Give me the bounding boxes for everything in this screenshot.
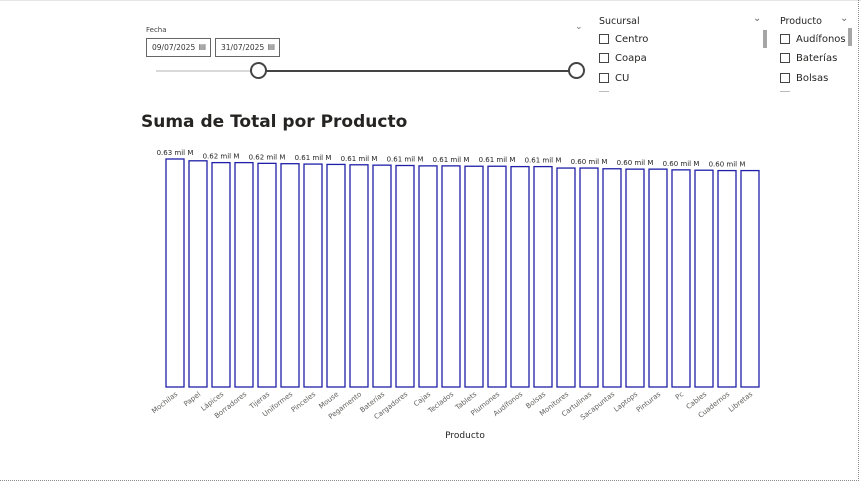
start-date-value: 09/07/2025: [152, 43, 196, 52]
x-axis-title: Producto: [445, 431, 485, 441]
producto-item-label: Baterías: [796, 52, 838, 64]
calendar-icon[interactable]: ▤: [198, 42, 206, 51]
data-label: 0.60 mil M: [663, 160, 700, 168]
bar-cajas[interactable]: [418, 165, 438, 388]
sucursal-item-coapa[interactable]: Coapa: [599, 51, 647, 65]
chart-title: Suma de Total por Producto: [141, 112, 408, 132]
producto-item-baterias[interactable]: Baterías: [780, 51, 837, 65]
end-date-input[interactable]: 31/07/2025 ▤: [215, 38, 280, 57]
producto-item-audifonos[interactable]: Audífonos: [780, 32, 846, 46]
data-label: 0.62 mil M: [203, 153, 240, 161]
bar-lápices[interactable]: [211, 161, 231, 388]
x-tick-label: Teclados: [426, 390, 456, 416]
data-label: 0.60 mil M: [571, 158, 608, 166]
bar-cuadernos[interactable]: [717, 169, 737, 388]
bar-pinturas[interactable]: [648, 168, 668, 388]
x-tick-label: Pinceles: [290, 390, 318, 414]
bar-audífonos[interactable]: [510, 165, 530, 388]
data-label: 0.62 mil M: [249, 153, 286, 161]
bar-cables[interactable]: [694, 169, 714, 388]
sucursal-item-cu[interactable]: CU: [599, 71, 629, 85]
producto-slicer: Producto ⌄ Audífonos Baterías Bolsas: [780, 13, 858, 94]
x-tick-label: Mochilas: [150, 390, 179, 415]
sucursal-slicer: Sucursal ⌄ Centro Coapa CU: [599, 13, 771, 94]
bar-pinceles[interactable]: [303, 163, 323, 388]
sucursal-item-label: Coapa: [615, 52, 647, 64]
bar-mochilas[interactable]: [165, 158, 185, 388]
data-label: 0.61 mil M: [341, 155, 378, 163]
list-overflow-edge: [780, 91, 790, 93]
bar-baterías[interactable]: [372, 164, 392, 388]
data-label: 0.61 mil M: [525, 157, 562, 165]
checkbox[interactable]: [780, 53, 790, 63]
data-label: 0.61 mil M: [433, 156, 470, 164]
top-border: [0, 0, 861, 1]
data-label: 0.61 mil M: [479, 156, 516, 164]
bar-tablets[interactable]: [464, 165, 484, 388]
date-slider-start-handle[interactable]: [250, 62, 267, 79]
date-slider-end-handle[interactable]: [568, 62, 585, 79]
date-slicer-title: Fecha: [146, 26, 167, 34]
calendar-icon[interactable]: ▤: [267, 42, 275, 51]
checkbox[interactable]: [599, 73, 609, 83]
data-label: 0.63 mil M: [157, 149, 194, 157]
checkbox[interactable]: [780, 73, 790, 83]
data-label: 0.60 mil M: [617, 159, 654, 167]
bar-plumones[interactable]: [487, 165, 507, 388]
checkbox[interactable]: [599, 53, 609, 63]
bar-mouse[interactable]: [326, 163, 346, 388]
checkbox[interactable]: [780, 34, 790, 44]
producto-slicer-title: Producto: [780, 16, 822, 27]
bar-cargadores[interactable]: [395, 164, 415, 388]
bar-libretas[interactable]: [740, 169, 760, 388]
sucursal-item-label: Centro: [615, 33, 649, 45]
bar-cartulinas[interactable]: [579, 167, 599, 388]
chevron-down-icon[interactable]: ⌄: [575, 22, 583, 32]
producto-item-bolsas[interactable]: Bolsas: [780, 71, 828, 85]
sucursal-item-centro[interactable]: Centro: [599, 32, 648, 46]
scrollbar[interactable]: [763, 30, 767, 48]
date-slicer: Fecha ⌄ 09/07/2025 ▤ 31/07/2025 ▤: [146, 22, 586, 82]
bar-uniformes[interactable]: [280, 163, 300, 388]
chevron-down-icon[interactable]: ⌄: [840, 13, 849, 24]
bar-tijeras[interactable]: [257, 162, 277, 388]
bar-pegamento[interactable]: [349, 164, 369, 388]
bar-teclados[interactable]: [441, 165, 461, 388]
date-slider-range: [258, 70, 576, 72]
bar-sacapuntas[interactable]: [602, 168, 622, 388]
scrollbar[interactable]: [848, 28, 852, 46]
x-tick-label: Libretas: [727, 390, 754, 414]
x-tick-label: Pinturas: [635, 390, 663, 414]
producto-item-label: Audífonos: [796, 33, 846, 45]
start-date-input[interactable]: 09/07/2025 ▤: [146, 38, 211, 57]
bar-bolsas[interactable]: [533, 165, 553, 388]
checkbox[interactable]: [599, 34, 609, 44]
x-tick-label: Pc: [674, 390, 685, 401]
bar-borradores[interactable]: [234, 161, 254, 388]
x-tick-label: Laptops: [612, 390, 639, 414]
bar-pc[interactable]: [671, 169, 691, 388]
bar-laptops[interactable]: [625, 168, 645, 388]
data-label: 0.61 mil M: [295, 154, 332, 162]
sucursal-item-label: CU: [615, 72, 630, 84]
chevron-down-icon[interactable]: ⌄: [753, 13, 762, 24]
data-label: 0.61 mil M: [387, 156, 424, 164]
producto-item-label: Bolsas: [796, 72, 829, 84]
data-label: 0.60 mil M: [709, 161, 746, 169]
bar-papel[interactable]: [188, 160, 208, 388]
bar-monitores[interactable]: [556, 167, 576, 388]
list-overflow-edge: [599, 91, 609, 93]
end-date-value: 31/07/2025: [221, 43, 265, 52]
sucursal-slicer-title: Sucursal: [599, 16, 640, 27]
